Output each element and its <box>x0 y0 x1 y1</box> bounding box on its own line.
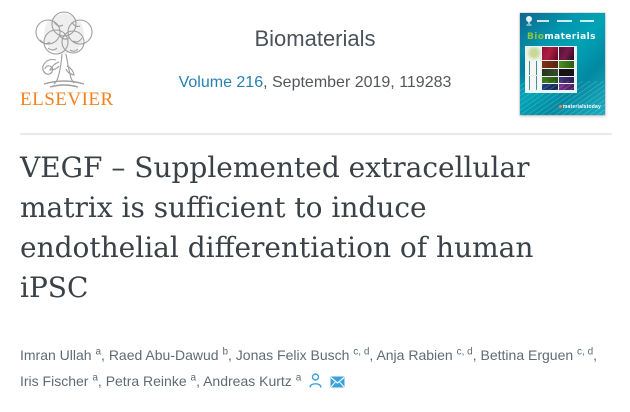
author[interactable]: Andreas Kurtz a <box>203 372 302 389</box>
header-divider <box>20 133 612 135</box>
publisher-name: ELSEVIER <box>20 89 114 110</box>
author[interactable]: Jonas Felix Busch c, d <box>235 346 370 363</box>
author[interactable]: Iris Fischer a <box>20 372 98 389</box>
cover-journal-title: Biomaterials <box>527 32 596 42</box>
journal-cover-thumbnail[interactable]: Biomaterials materialstoday <box>520 13 605 115</box>
author[interactable]: Imran Ullah a <box>20 346 102 363</box>
elsevier-tree-icon <box>35 11 93 88</box>
cover-figure-grid <box>525 46 577 93</box>
journal-title[interactable]: Biomaterials <box>254 26 376 51</box>
volume-link[interactable]: Volume 216 <box>178 74 264 91</box>
elsevier-logo[interactable]: ELSEVIER <box>20 10 114 110</box>
author-list: Imran Ullah a, Raed Abu-Dawud b, Jonas F… <box>20 346 598 389</box>
author[interactable]: Raed Abu-Dawud b <box>108 346 229 363</box>
author-line: Imran Ullah a, Raed Abu-Dawud b, Jonas F… <box>20 342 616 394</box>
issue-line: Volume 216, September 2019, 119283 <box>140 74 490 92</box>
issue-info: , September 2019, 119283 <box>263 74 452 91</box>
author[interactable]: Bettina Erguen c, d <box>480 346 594 363</box>
person-icon[interactable] <box>309 373 322 388</box>
envelope-icon[interactable] <box>330 376 345 388</box>
journal-banner: Biomaterials Volume 216, September 2019,… <box>140 26 490 92</box>
author[interactable]: Petra Reinke a <box>105 372 197 389</box>
cover-brand-logo: materialstoday <box>558 104 601 110</box>
article-title: VEGF – Supplemented extracellular matrix … <box>20 151 534 304</box>
cover-elsevier-tree-icon <box>526 16 532 26</box>
author[interactable]: Anja Rabien c, d <box>376 346 473 363</box>
